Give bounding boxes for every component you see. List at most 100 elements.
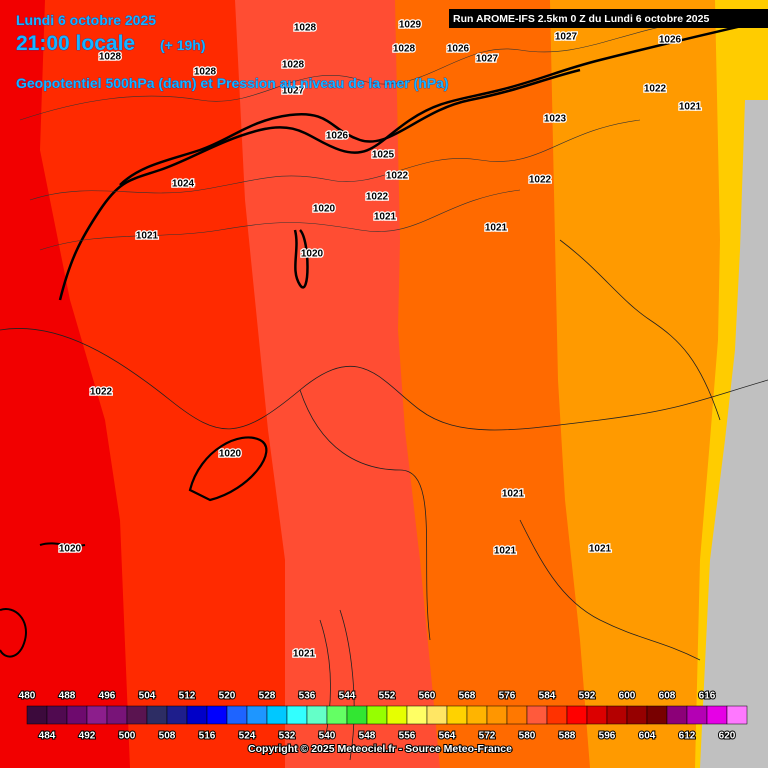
lead-time: (+ 19h) xyxy=(160,37,206,53)
scale-swatch xyxy=(26,705,48,725)
scale-label: 560 xyxy=(419,691,436,702)
scale-label: 600 xyxy=(619,691,636,702)
scale-swatch xyxy=(86,705,108,725)
scale-swatch xyxy=(226,705,248,725)
isobar-label: 1024 xyxy=(172,179,195,190)
scale-swatch xyxy=(606,705,628,725)
time: 21:00 locale xyxy=(16,32,135,55)
border xyxy=(299,389,431,641)
contour xyxy=(29,119,641,201)
run-box xyxy=(449,9,768,28)
scale-swatch xyxy=(646,705,668,725)
scale-label: 568 xyxy=(459,691,476,702)
scale-label: 536 xyxy=(299,691,316,702)
scale-label: 512 xyxy=(179,691,196,702)
scale-label: 504 xyxy=(139,691,156,702)
scale-swatch xyxy=(586,705,608,725)
scale-swatch xyxy=(306,705,328,725)
scale-label: 524 xyxy=(239,731,256,742)
contour xyxy=(39,189,521,251)
isobar-label: 1022 xyxy=(386,171,409,182)
out-of-domain xyxy=(700,100,768,768)
scale-swatch xyxy=(706,705,728,725)
scale-swatch xyxy=(366,705,388,725)
isobar-label: 1022 xyxy=(90,387,113,398)
scale-label: 488 xyxy=(59,691,76,702)
scale-swatch xyxy=(546,705,568,725)
scale-swatch xyxy=(466,705,488,725)
scale-label: 500 xyxy=(119,731,136,742)
isobar-label: 1021 xyxy=(589,544,612,555)
isobar-label: 1028 xyxy=(393,44,416,55)
isobar-label: 1021 xyxy=(494,546,517,557)
border xyxy=(0,328,768,431)
scale-label: 520 xyxy=(219,691,236,702)
scale-label: 496 xyxy=(99,691,116,702)
scale-label: 508 xyxy=(159,731,176,742)
scale-swatch xyxy=(726,705,748,725)
scale-swatch xyxy=(426,705,448,725)
borders xyxy=(0,239,768,761)
scale-swatch xyxy=(626,705,648,725)
scale-swatch xyxy=(246,705,268,725)
contour xyxy=(19,19,701,121)
scale-swatch xyxy=(386,705,408,725)
scale-swatch xyxy=(266,705,288,725)
isobar xyxy=(0,608,27,658)
isobar-label: 1021 xyxy=(679,102,702,113)
scale-swatch xyxy=(46,705,68,725)
scale-swatch xyxy=(406,705,428,725)
color-scale: 480 484 488 492 496 500 504 508 512 516 520 524 528 5… xyxy=(18,690,748,743)
isobar xyxy=(58,18,768,301)
isobar-label: 1023 xyxy=(544,114,567,125)
scale-label: 532 xyxy=(279,731,296,742)
isobar-label: 1026 xyxy=(326,131,349,142)
scale-label: 480 xyxy=(19,691,36,702)
scale-label: 620 xyxy=(719,731,736,742)
scale-swatch xyxy=(686,705,708,725)
scale-label: 616 xyxy=(699,691,716,702)
copyright: Copyright © 2025 Meteociel.fr - Source M… xyxy=(248,743,512,755)
isobar xyxy=(119,68,581,186)
scale-label: 580 xyxy=(519,731,536,742)
isobar-label: 1025 xyxy=(372,150,395,161)
isobar-label: 1021 xyxy=(485,223,508,234)
coast xyxy=(519,519,701,661)
isobar-label: 1028 xyxy=(194,67,217,78)
scale-swatch xyxy=(326,705,348,725)
scale-swatch xyxy=(506,705,528,725)
isobar-label: 1021 xyxy=(502,489,525,500)
scale-swatch xyxy=(66,705,88,725)
scale-swatch xyxy=(146,705,168,725)
scale-swatch xyxy=(346,705,368,725)
scale-label: 576 xyxy=(499,691,516,702)
isobar-label: 1029 xyxy=(399,20,422,31)
scale-label: 588 xyxy=(559,731,576,742)
alps-isobars xyxy=(58,18,768,301)
subtitle: Geopotentiel 500hPa (dam) et Pression au… xyxy=(16,75,449,91)
isobar-label: 1028 xyxy=(294,23,317,34)
scale-swatch xyxy=(166,705,188,725)
scale-swatch xyxy=(526,705,548,725)
scale-swatch xyxy=(126,705,148,725)
isobar-label: 1020 xyxy=(313,204,336,215)
isobar-label: 1021 xyxy=(374,212,397,223)
scale-label: 564 xyxy=(439,731,456,742)
isobar-label: 1021 xyxy=(293,649,316,660)
scale-label: 604 xyxy=(639,731,656,742)
isobar-label: 1028 xyxy=(282,60,305,71)
isobar xyxy=(293,229,309,289)
isobar-labels: 1028 1029 1027 1026 1028 1026 1027 1028 1028 1028… xyxy=(58,18,703,661)
scale-label: 608 xyxy=(659,691,676,702)
scale-label: 596 xyxy=(599,731,616,742)
scale-swatch xyxy=(186,705,208,725)
date: Lundi 6 octobre 2025 xyxy=(16,12,156,28)
isobar-label: 1021 xyxy=(136,231,159,242)
isobar-label: 1027 xyxy=(476,54,499,65)
isobar-label: 1020 xyxy=(301,249,324,260)
isobar-label: 1026 xyxy=(659,35,682,46)
scale-swatch xyxy=(206,705,228,725)
scale-label: 492 xyxy=(79,731,96,742)
